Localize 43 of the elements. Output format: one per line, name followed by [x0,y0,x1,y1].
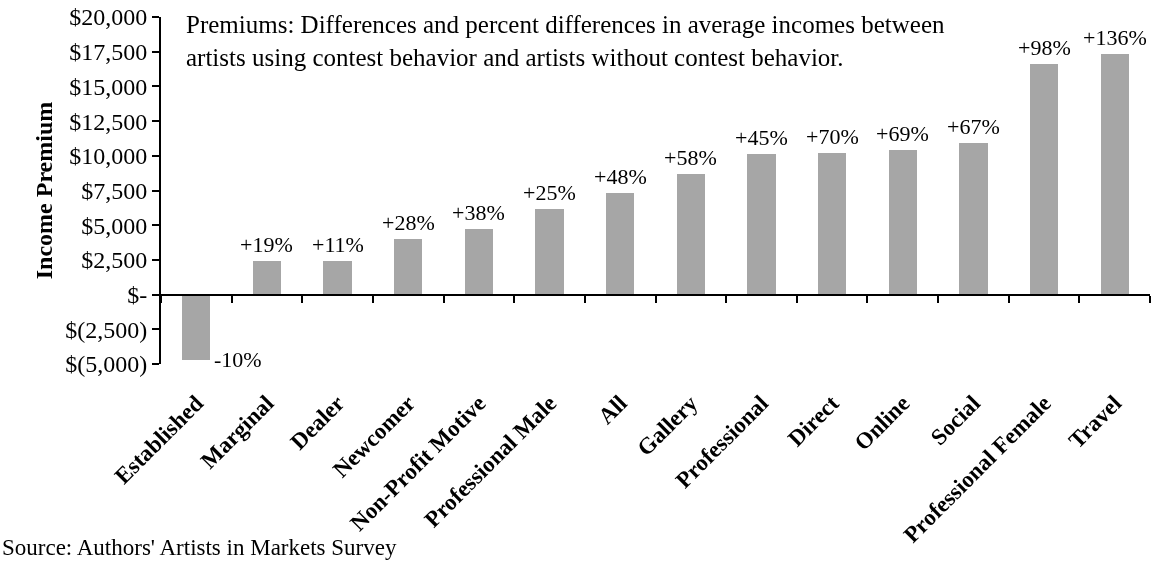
bar [535,209,564,295]
y-axis-title: Income Premium [30,101,57,280]
y-tick-label: $2,500 [81,247,148,274]
y-tick-label: $7,500 [81,177,148,204]
bar [889,150,917,295]
bar [253,261,281,295]
y-tick-label: $- [127,282,148,308]
annotation: +136% [1083,25,1147,50]
annotation: +48% [594,164,647,189]
bar [1030,64,1058,295]
annotation: +25% [523,180,576,205]
y-tick-label: $5,000 [81,212,148,239]
y-tick-label: $(5,000) [65,351,148,378]
annotation: +19% [240,232,293,257]
annotation: +69% [876,121,929,146]
y-tick-label: $(2,500) [65,316,148,343]
bar [465,229,493,295]
annotation: +67% [947,114,1000,139]
chart-title: Premiums: Differences and percent differences in average incomes between artists using contest behavior and artists without contest behavior. [186,11,945,71]
y-tick-label: $12,500 [69,108,148,135]
y-tick-label: $10,000 [69,143,148,170]
bar [394,239,422,295]
annotation: +38% [452,200,505,225]
y-tick-label: $20,000 [69,4,148,31]
annotation: -10% [214,347,262,372]
bar [606,193,634,295]
x-tick-label: All [593,390,632,430]
annotation: +28% [382,210,435,235]
bar [677,174,705,295]
annotation: +45% [735,125,788,150]
annotation: +11% [312,232,364,257]
annotation: +70% [806,124,859,149]
bar [959,143,988,295]
bar [182,295,210,360]
annotation: +98% [1018,35,1071,60]
bar [818,153,846,295]
y-tick-label: $15,000 [69,73,148,100]
bar [1101,54,1129,295]
y-tick-label: $17,500 [69,39,148,66]
annotation: +58% [664,145,717,170]
bar [747,154,776,295]
bar [323,261,352,295]
source-note: Source: Authors' Artists in Markets Survey [2,535,397,560]
